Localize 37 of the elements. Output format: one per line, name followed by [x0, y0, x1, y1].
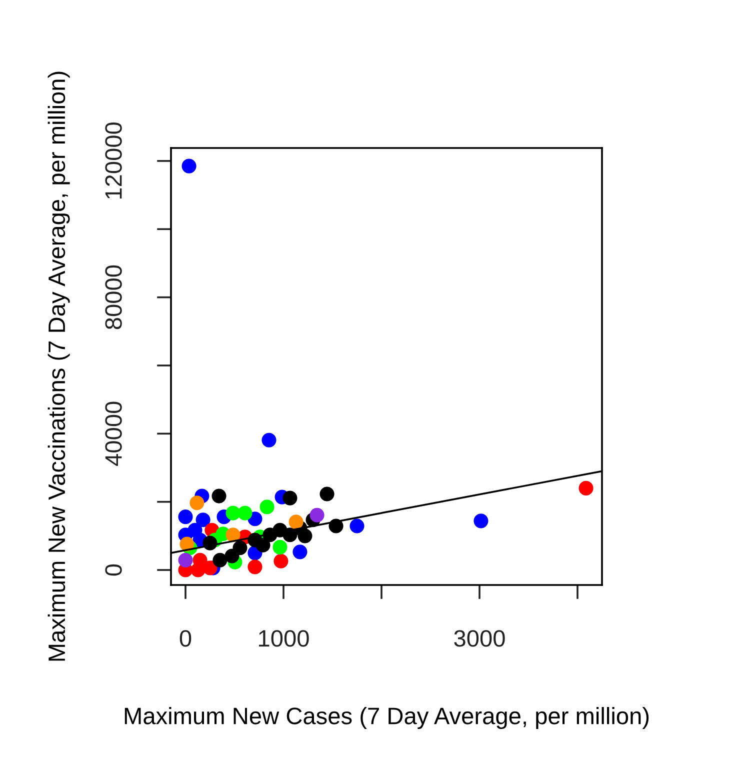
point	[196, 512, 210, 528]
point	[320, 486, 334, 502]
point	[272, 540, 288, 554]
point	[274, 554, 288, 568]
x-tick-label: 1000	[259, 630, 309, 647]
point	[226, 506, 240, 520]
point	[202, 560, 218, 576]
point	[182, 158, 196, 174]
point	[212, 488, 226, 504]
point	[212, 552, 228, 568]
point	[298, 528, 312, 544]
point	[474, 514, 488, 528]
point	[226, 528, 240, 542]
point	[288, 514, 304, 530]
point	[262, 432, 276, 448]
x-tick-label: 0	[180, 630, 192, 647]
point	[282, 490, 298, 506]
point	[178, 510, 193, 524]
point	[190, 496, 204, 510]
point	[190, 562, 206, 578]
point	[310, 508, 324, 522]
y-tick-label: 0	[105, 564, 122, 576]
point	[178, 552, 193, 568]
point	[238, 506, 252, 520]
y-axis-title: Maximum New Vaccinations (7 Day Average, per million)	[48, 72, 70, 661]
y-tick-label: 80000	[105, 265, 122, 330]
y-tick-label: 120000	[105, 122, 122, 199]
x-tick-label: 3000	[454, 630, 505, 647]
point	[578, 480, 594, 496]
x-axis-title: Maximum New Cases (7 Day Average, per million)	[124, 707, 649, 730]
point	[260, 500, 274, 514]
point	[350, 518, 364, 534]
point	[292, 544, 308, 560]
point	[256, 538, 270, 552]
point	[248, 560, 262, 574]
y-tick-label: 40000	[105, 402, 122, 466]
point	[224, 548, 240, 564]
